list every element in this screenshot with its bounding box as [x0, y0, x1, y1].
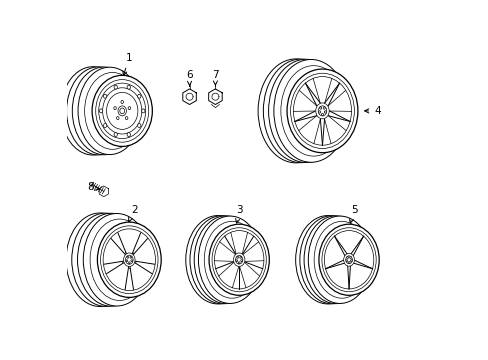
- Ellipse shape: [99, 109, 102, 113]
- Ellipse shape: [280, 66, 346, 156]
- Ellipse shape: [209, 224, 269, 295]
- Text: 3: 3: [235, 205, 243, 223]
- Ellipse shape: [125, 117, 128, 120]
- Ellipse shape: [343, 253, 354, 266]
- Ellipse shape: [128, 262, 130, 264]
- Ellipse shape: [304, 216, 367, 303]
- Text: 7: 7: [212, 71, 218, 86]
- Ellipse shape: [66, 67, 130, 155]
- Ellipse shape: [349, 256, 350, 258]
- Ellipse shape: [295, 216, 359, 304]
- Ellipse shape: [318, 224, 378, 295]
- Ellipse shape: [142, 109, 144, 113]
- Ellipse shape: [239, 256, 241, 258]
- Ellipse shape: [66, 213, 134, 306]
- Ellipse shape: [194, 216, 257, 303]
- Ellipse shape: [263, 59, 338, 163]
- Ellipse shape: [323, 107, 325, 109]
- Ellipse shape: [78, 67, 141, 154]
- Text: 6: 6: [186, 71, 192, 86]
- Ellipse shape: [235, 260, 237, 262]
- Ellipse shape: [123, 253, 135, 266]
- Ellipse shape: [61, 67, 125, 155]
- Ellipse shape: [118, 106, 126, 116]
- Ellipse shape: [137, 123, 141, 127]
- Ellipse shape: [83, 213, 150, 306]
- Ellipse shape: [131, 260, 132, 262]
- Text: 5: 5: [349, 205, 357, 223]
- Ellipse shape: [315, 103, 328, 119]
- Ellipse shape: [240, 260, 242, 262]
- Ellipse shape: [235, 256, 243, 264]
- Ellipse shape: [307, 216, 371, 303]
- Ellipse shape: [204, 221, 260, 298]
- Ellipse shape: [236, 256, 238, 258]
- Ellipse shape: [273, 59, 347, 162]
- Ellipse shape: [350, 260, 351, 262]
- Ellipse shape: [84, 72, 140, 149]
- Ellipse shape: [114, 85, 117, 89]
- Ellipse shape: [324, 111, 325, 113]
- Ellipse shape: [116, 117, 119, 120]
- Ellipse shape: [127, 256, 128, 258]
- Ellipse shape: [114, 132, 117, 136]
- Ellipse shape: [318, 106, 326, 116]
- Ellipse shape: [128, 107, 130, 110]
- Ellipse shape: [185, 216, 249, 304]
- Ellipse shape: [345, 256, 352, 264]
- Ellipse shape: [233, 253, 244, 266]
- Ellipse shape: [345, 260, 347, 262]
- Ellipse shape: [103, 123, 106, 127]
- Ellipse shape: [126, 260, 127, 262]
- Ellipse shape: [114, 107, 116, 110]
- Text: 8: 8: [87, 182, 99, 192]
- Ellipse shape: [92, 75, 152, 147]
- Ellipse shape: [103, 94, 106, 98]
- Ellipse shape: [125, 255, 133, 264]
- Text: 2: 2: [128, 205, 138, 222]
- Ellipse shape: [347, 262, 349, 264]
- Ellipse shape: [127, 85, 130, 89]
- Ellipse shape: [90, 219, 149, 301]
- Ellipse shape: [97, 222, 161, 297]
- Ellipse shape: [198, 216, 261, 303]
- Ellipse shape: [190, 216, 253, 304]
- Ellipse shape: [127, 132, 130, 136]
- Ellipse shape: [72, 67, 136, 155]
- Ellipse shape: [313, 221, 369, 298]
- Ellipse shape: [72, 213, 139, 306]
- Ellipse shape: [286, 69, 357, 153]
- Ellipse shape: [346, 256, 348, 258]
- Ellipse shape: [137, 94, 141, 98]
- Ellipse shape: [268, 59, 343, 162]
- Text: 4: 4: [364, 106, 380, 116]
- Ellipse shape: [321, 113, 323, 116]
- Ellipse shape: [319, 107, 321, 109]
- Ellipse shape: [238, 262, 240, 264]
- Ellipse shape: [121, 100, 123, 103]
- Ellipse shape: [318, 111, 320, 113]
- Text: 1: 1: [122, 53, 132, 75]
- Ellipse shape: [258, 59, 333, 163]
- Ellipse shape: [299, 216, 363, 304]
- Ellipse shape: [130, 256, 131, 258]
- Ellipse shape: [120, 108, 124, 114]
- Ellipse shape: [78, 213, 144, 306]
